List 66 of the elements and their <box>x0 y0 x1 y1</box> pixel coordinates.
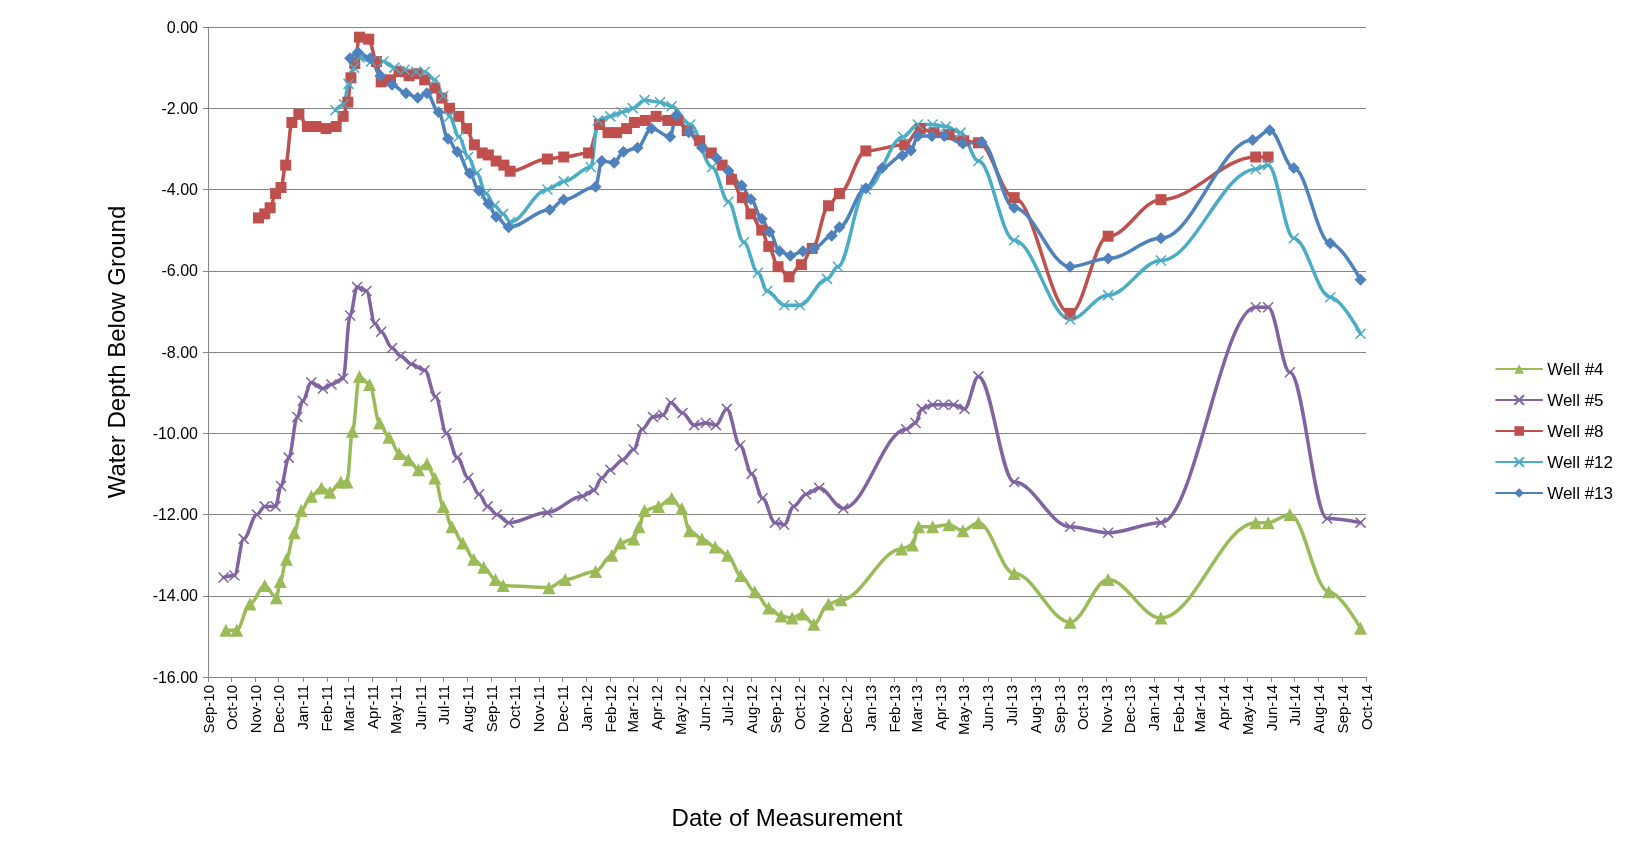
x-tick-label: Aug-11 <box>458 685 476 733</box>
x-tick-label: Oct-12 <box>790 685 808 731</box>
y-tick-label: -4.00 <box>161 181 199 198</box>
x-tick-label: Dec-12 <box>837 685 855 734</box>
x-tick-label: Jan-12 <box>577 685 595 731</box>
x-tick-label: Mar-12 <box>624 685 642 733</box>
legend-label: Well #13 <box>1547 483 1614 503</box>
y-tick-label: -12.00 <box>152 506 199 523</box>
x-tick-label: Sep-13 <box>1050 685 1068 734</box>
x-tick-label: Jun-12 <box>695 685 713 731</box>
x-tick-label: Feb-13 <box>886 685 904 733</box>
x-tick-label: Apr-14 <box>1215 685 1233 731</box>
x-tick-label: Oct-14 <box>1357 685 1375 731</box>
x-tick-label: Aug-14 <box>1310 685 1328 734</box>
y-tick-label: -16.00 <box>152 668 199 686</box>
legend-label: Well #5 <box>1547 390 1604 410</box>
x-tick-label: Feb-11 <box>318 685 336 732</box>
x-tick-label: Apr-12 <box>648 685 666 731</box>
x-tick-label: Jul-12 <box>719 685 737 726</box>
x-axis-title: Date of Measurement <box>671 803 903 831</box>
x-tick-label: Apr-11 <box>364 685 382 729</box>
x-tick-label: Jun-11 <box>411 685 429 730</box>
x-tick-label: Jul-14 <box>1286 685 1304 726</box>
y-tick-label: -14.00 <box>152 587 199 605</box>
x-tick-label: Jun-13 <box>979 685 997 731</box>
x-tick-label: Sep-12 <box>767 685 785 734</box>
y-tick-label: 0.00 <box>166 18 199 36</box>
x-tick-label: Sep-10 <box>199 685 217 734</box>
y-tick-label: -6.00 <box>161 262 199 280</box>
x-tick-label: Aug-13 <box>1026 685 1044 734</box>
x-tick-label: Nov-10 <box>246 685 264 734</box>
x-tick-label: Oct-13 <box>1074 685 1092 731</box>
y-tick-label: -8.00 <box>161 343 199 361</box>
x-tick-label: May-14 <box>1238 685 1256 736</box>
x-tick-label: Nov-11 <box>530 685 548 733</box>
x-tick-label: Aug-12 <box>743 685 761 734</box>
x-tick-label: Jun-14 <box>1262 685 1280 731</box>
x-tick-label: Apr-13 <box>931 685 949 731</box>
x-tick-label: Sep-14 <box>1334 685 1352 734</box>
y-axis-title: Water Depth Below Ground <box>102 205 130 499</box>
x-tick-label: Jan-14 <box>1145 685 1163 731</box>
x-tick-label: Nov-12 <box>814 685 832 734</box>
x-tick-label: Nov-13 <box>1098 685 1116 734</box>
x-tick-label: Jul-11 <box>434 685 452 725</box>
x-tick-label: Mar-11 <box>340 685 358 732</box>
x-tick-label: Dec-11 <box>553 685 571 733</box>
x-tick-label: May-13 <box>955 685 973 736</box>
x-tick-label: Jan-13 <box>861 685 879 731</box>
x-tick-label: Jul-13 <box>1002 685 1020 726</box>
x-tick-label: Dec-10 <box>270 685 288 734</box>
x-tick-label: Jan-11 <box>294 685 312 730</box>
x-tick-label: Mar-13 <box>907 685 925 733</box>
x-tick-label: Oct-11 <box>506 685 524 729</box>
x-tick-label: May-12 <box>671 685 689 736</box>
x-tick-label: Mar-14 <box>1191 685 1209 733</box>
x-tick-label: Feb-12 <box>601 685 619 733</box>
legend-label: Well #4 <box>1547 359 1604 379</box>
y-tick-label: -2.00 <box>161 99 199 117</box>
legend-label: Well #12 <box>1547 452 1614 472</box>
x-tick-label: Sep-11 <box>482 685 500 733</box>
x-tick-label: Feb-14 <box>1169 685 1187 733</box>
x-tick-label: Dec-13 <box>1121 685 1139 734</box>
x-tick-label: May-11 <box>387 685 405 734</box>
x-tick-label: Oct-10 <box>222 685 240 731</box>
y-tick-label: -10.00 <box>152 424 199 442</box>
legend-label: Well #8 <box>1547 421 1604 441</box>
